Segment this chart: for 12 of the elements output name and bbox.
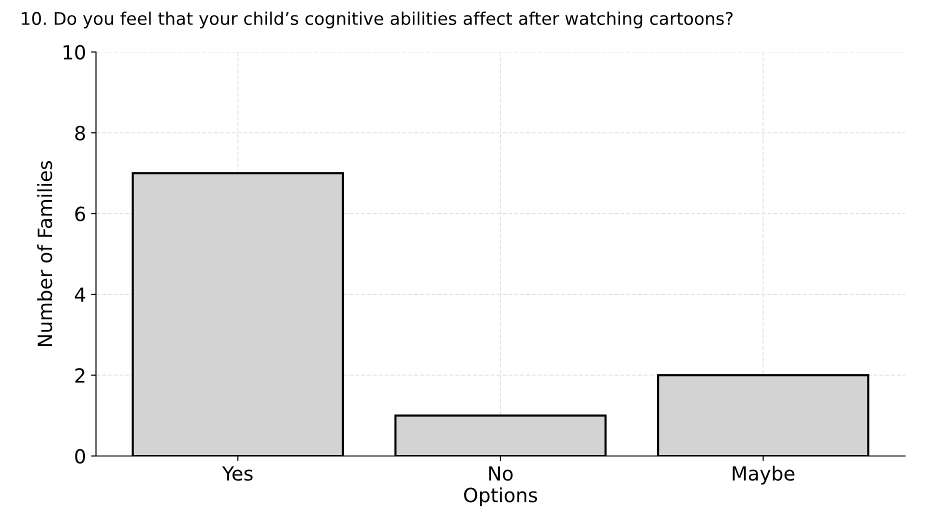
chart-title: 10. Do you feel that your child’s cognitive abilities affect after watching cartoons? (22, 12, 733, 28)
x-tick-label: No (489, 466, 513, 481)
y-tick-label: 10 (64, 44, 85, 60)
x-tick-label: Yes (222, 466, 253, 481)
y-tick-label: 8 (75, 126, 85, 140)
x-tick-label: Maybe (732, 466, 794, 485)
y-tick-label: 2 (75, 368, 84, 383)
x-axis-title: Options (464, 487, 538, 506)
y-tick-label: 6 (75, 206, 86, 222)
y-tick-label: 4 (74, 288, 86, 302)
y-tick-label: 0 (75, 448, 85, 464)
y-axis-title: Number of Families (37, 161, 52, 346)
